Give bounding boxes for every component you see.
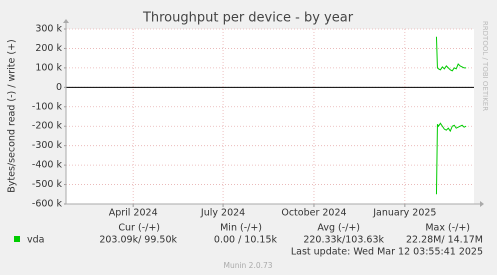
x-tick-label: April 2024 <box>109 208 158 219</box>
y-tick-label: 100 k <box>35 62 62 73</box>
y-tick-label: -400 k <box>32 160 63 171</box>
series-line <box>435 122 467 195</box>
legend-value: 22.28M/ 14.17M <box>406 235 483 246</box>
legend-value: 203.09k/ 99.50k <box>99 235 177 246</box>
legend-header: Avg (-/+) <box>317 223 360 234</box>
y-axis-arrow <box>63 19 69 23</box>
y-tick-label: -300 k <box>32 140 63 151</box>
y-tick-label: -600 k <box>32 199 63 210</box>
x-axis-arrow <box>480 201 484 207</box>
y-tick-label: 0 <box>56 82 62 93</box>
y-tick-label: 200 k <box>35 43 62 54</box>
side-label: RRDTOOL / TOBI OETIKER <box>481 21 489 111</box>
y-tick-label: 300 k <box>35 24 62 35</box>
plot-area <box>66 29 474 204</box>
y-tick-label: -500 k <box>32 179 63 190</box>
last-update: Last update: Wed Mar 12 03:55:41 2025 <box>291 247 483 258</box>
x-tick-label: January 2025 <box>372 208 436 219</box>
y-tick-label: -100 k <box>32 101 63 112</box>
x-tick-label: July 2024 <box>200 208 245 219</box>
series-line <box>435 36 467 72</box>
x-tick-label: October 2024 <box>281 208 346 219</box>
legend-label: vda <box>27 235 44 246</box>
legend-header: Max (-/+) <box>425 223 470 234</box>
y-tick-label: -200 k <box>32 121 63 132</box>
legend-header: Min (-/+) <box>220 223 262 234</box>
legend-header: Cur (-/+) <box>118 223 160 234</box>
legend-swatch <box>14 236 20 242</box>
legend-value: 220.33k/103.63k <box>303 235 384 246</box>
legend-value: 0.00 / 10.15k <box>214 235 278 246</box>
footer: Munin 2.0.73 <box>223 261 272 270</box>
chart-title: Throughput per device - by year <box>142 11 354 26</box>
y-axis-label: Bytes/second read (-) / write (+) <box>7 39 18 193</box>
